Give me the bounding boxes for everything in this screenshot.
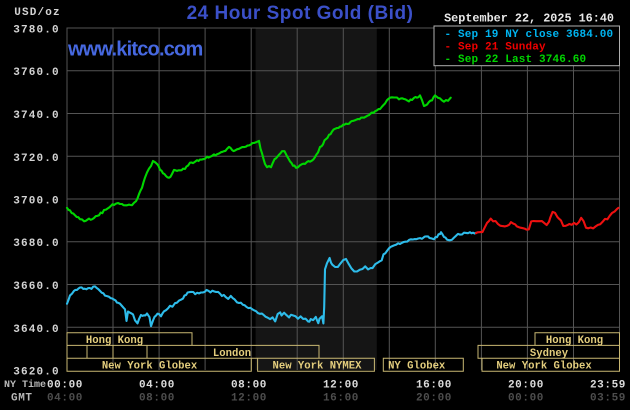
svg-text:Sydney: Sydney bbox=[530, 348, 569, 360]
svg-text:3740.0: 3740.0 bbox=[13, 110, 60, 122]
svg-text:12:00: 12:00 bbox=[231, 392, 267, 404]
svg-text:GMT: GMT bbox=[11, 392, 33, 404]
svg-text:Hong Kong: Hong Kong bbox=[86, 335, 143, 347]
svg-text:Hong Kong: Hong Kong bbox=[546, 335, 603, 347]
svg-text:23:59: 23:59 bbox=[590, 379, 626, 391]
svg-text:3700.0: 3700.0 bbox=[13, 196, 60, 208]
svg-text:New York NYMEX: New York NYMEX bbox=[272, 361, 362, 373]
svg-text:04:00: 04:00 bbox=[47, 392, 83, 404]
svg-text:New York Globex: New York Globex bbox=[102, 361, 198, 373]
svg-text:20:00: 20:00 bbox=[416, 392, 452, 404]
svg-text:08:00: 08:00 bbox=[231, 379, 267, 391]
svg-text:September 22, 2025 16:40: September 22, 2025 16:40 bbox=[444, 12, 614, 26]
svg-text:NY Time: NY Time bbox=[4, 379, 46, 391]
svg-text:04:00: 04:00 bbox=[139, 379, 175, 391]
svg-text:24 Hour Spot Gold (Bid): 24 Hour Spot Gold (Bid) bbox=[187, 3, 414, 24]
svg-text:USD/oz: USD/oz bbox=[14, 7, 61, 19]
svg-text:- Sep 21 Sunday: - Sep 21 Sunday bbox=[445, 42, 547, 54]
svg-text:London: London bbox=[213, 348, 251, 360]
svg-text:New York Globex: New York Globex bbox=[496, 361, 592, 373]
svg-text:00:00: 00:00 bbox=[508, 392, 544, 404]
svg-text:3720.0: 3720.0 bbox=[13, 153, 60, 165]
svg-text:03:59: 03:59 bbox=[590, 392, 626, 404]
svg-text:08:00: 08:00 bbox=[139, 392, 175, 404]
svg-text:3620.0: 3620.0 bbox=[13, 367, 60, 379]
svg-text:3640.0: 3640.0 bbox=[13, 324, 60, 336]
svg-text:12:00: 12:00 bbox=[323, 379, 359, 391]
svg-text:- Sep 19 NY close 3684.00: - Sep 19 NY close 3684.00 bbox=[445, 29, 614, 41]
svg-text:3660.0: 3660.0 bbox=[13, 281, 60, 293]
svg-text:- Sep 22 Last 3746.60: - Sep 22 Last 3746.60 bbox=[445, 54, 587, 66]
svg-text:20:00: 20:00 bbox=[508, 379, 544, 391]
svg-text:www.kitco.com: www.kitco.com bbox=[67, 39, 202, 61]
svg-text:16:00: 16:00 bbox=[416, 379, 452, 391]
svg-text:16:00: 16:00 bbox=[323, 392, 359, 404]
svg-text:3780.0: 3780.0 bbox=[13, 25, 60, 37]
svg-text:NY Globex: NY Globex bbox=[388, 361, 446, 373]
svg-text:3680.0: 3680.0 bbox=[13, 238, 60, 250]
svg-text:00:00: 00:00 bbox=[47, 379, 83, 391]
svg-text:3760.0: 3760.0 bbox=[13, 67, 60, 79]
